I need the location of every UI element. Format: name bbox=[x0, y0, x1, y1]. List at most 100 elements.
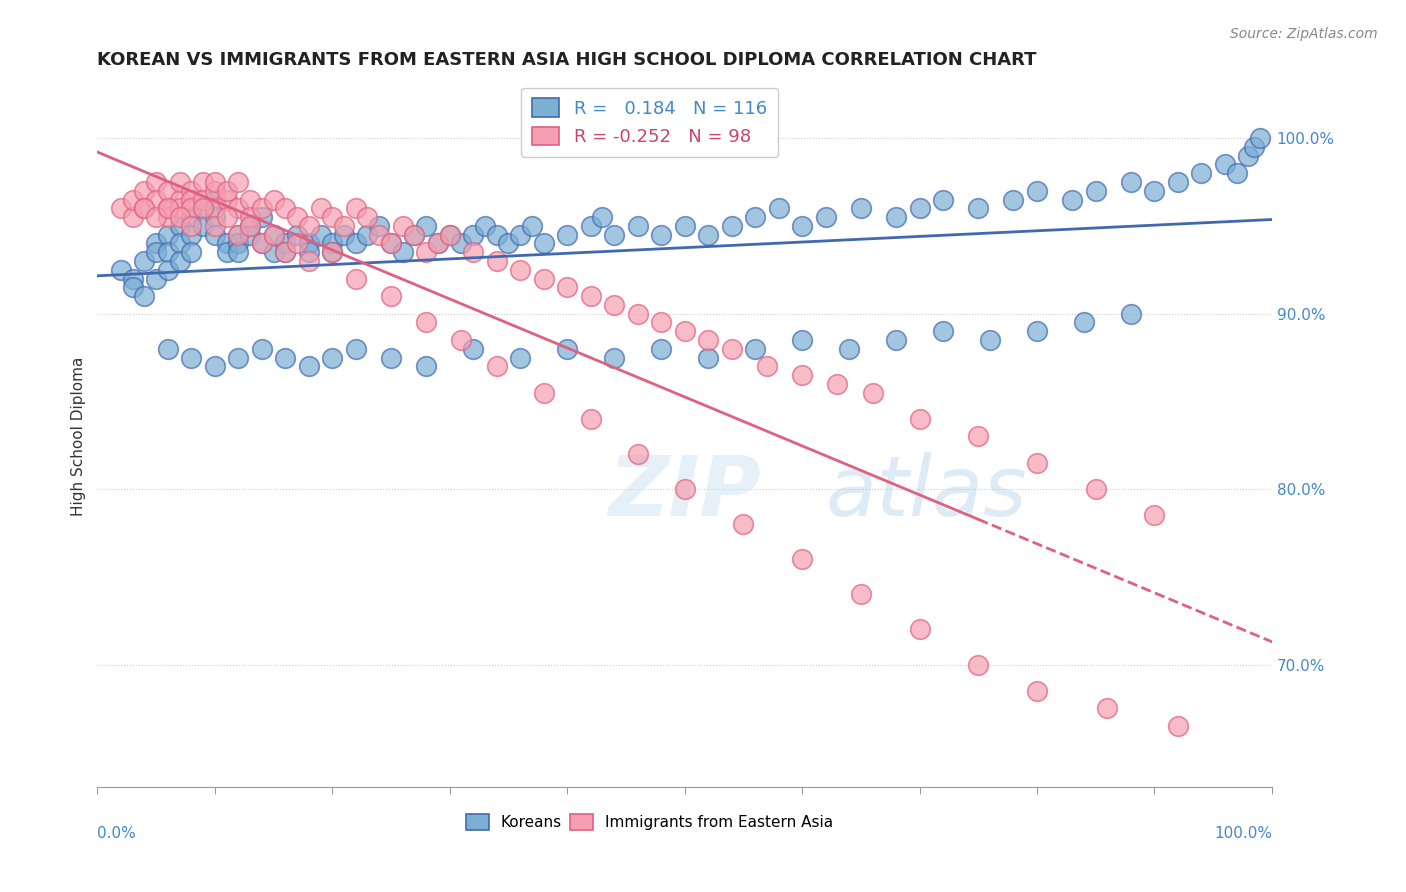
Point bbox=[156, 184, 179, 198]
Text: KOREAN VS IMMIGRANTS FROM EASTERN ASIA HIGH SCHOOL DIPLOMA CORRELATION CHART: KOREAN VS IMMIGRANTS FROM EASTERN ASIA H… bbox=[97, 51, 1036, 69]
Point bbox=[1002, 193, 1025, 207]
Point bbox=[215, 210, 238, 224]
Point bbox=[156, 202, 179, 216]
Point bbox=[790, 333, 813, 347]
Point bbox=[285, 210, 308, 224]
Point bbox=[156, 210, 179, 224]
Point bbox=[110, 202, 132, 216]
Point bbox=[169, 236, 191, 251]
Point bbox=[485, 227, 508, 242]
Point bbox=[790, 368, 813, 382]
Point bbox=[180, 245, 202, 260]
Point bbox=[862, 385, 884, 400]
Y-axis label: High School Diploma: High School Diploma bbox=[72, 357, 86, 516]
Point bbox=[145, 236, 167, 251]
Point bbox=[368, 219, 391, 233]
Text: Source: ZipAtlas.com: Source: ZipAtlas.com bbox=[1230, 27, 1378, 41]
Point bbox=[344, 236, 367, 251]
Point bbox=[380, 351, 402, 365]
Point bbox=[180, 202, 202, 216]
Point bbox=[603, 351, 626, 365]
Point bbox=[156, 227, 179, 242]
Point bbox=[1167, 175, 1189, 189]
Point bbox=[204, 175, 226, 189]
Point bbox=[908, 623, 931, 637]
Point bbox=[204, 359, 226, 374]
Point bbox=[156, 342, 179, 356]
Point bbox=[908, 202, 931, 216]
Point bbox=[838, 342, 860, 356]
Point bbox=[239, 219, 262, 233]
Point bbox=[450, 236, 472, 251]
Point bbox=[298, 219, 321, 233]
Point bbox=[1189, 166, 1212, 180]
Point bbox=[204, 202, 226, 216]
Point bbox=[134, 184, 156, 198]
Point bbox=[697, 333, 720, 347]
Point bbox=[239, 193, 262, 207]
Point bbox=[156, 202, 179, 216]
Point bbox=[650, 227, 672, 242]
Point bbox=[1073, 315, 1095, 329]
Point bbox=[333, 219, 356, 233]
Point bbox=[744, 342, 766, 356]
Point bbox=[967, 202, 990, 216]
Point bbox=[932, 193, 955, 207]
Point bbox=[849, 202, 872, 216]
Point bbox=[226, 227, 249, 242]
Point bbox=[204, 210, 226, 224]
Point bbox=[908, 412, 931, 426]
Point bbox=[226, 245, 249, 260]
Point bbox=[134, 202, 156, 216]
Point bbox=[169, 202, 191, 216]
Point bbox=[239, 219, 262, 233]
Point bbox=[145, 193, 167, 207]
Point bbox=[1084, 184, 1107, 198]
Point bbox=[439, 227, 461, 242]
Point bbox=[226, 175, 249, 189]
Point bbox=[474, 219, 496, 233]
Point bbox=[321, 351, 343, 365]
Point bbox=[827, 376, 849, 391]
Point bbox=[485, 359, 508, 374]
Point bbox=[204, 184, 226, 198]
Point bbox=[321, 245, 343, 260]
Point bbox=[1249, 131, 1271, 145]
Point bbox=[191, 175, 214, 189]
Point bbox=[215, 193, 238, 207]
Point bbox=[1119, 175, 1142, 189]
Point bbox=[226, 202, 249, 216]
Point bbox=[169, 219, 191, 233]
Point bbox=[415, 245, 437, 260]
Point bbox=[215, 184, 238, 198]
Point bbox=[744, 210, 766, 224]
Point bbox=[274, 236, 297, 251]
Point bbox=[134, 202, 156, 216]
Point bbox=[733, 517, 755, 532]
Point bbox=[673, 482, 696, 496]
Point bbox=[404, 227, 426, 242]
Point bbox=[180, 351, 202, 365]
Point bbox=[790, 219, 813, 233]
Point bbox=[263, 227, 285, 242]
Point bbox=[180, 184, 202, 198]
Point bbox=[673, 219, 696, 233]
Point bbox=[439, 227, 461, 242]
Point bbox=[204, 219, 226, 233]
Point bbox=[555, 227, 578, 242]
Point bbox=[134, 254, 156, 268]
Point bbox=[427, 236, 450, 251]
Point bbox=[191, 193, 214, 207]
Point bbox=[509, 227, 531, 242]
Point bbox=[650, 315, 672, 329]
Point bbox=[1097, 701, 1119, 715]
Point bbox=[1167, 719, 1189, 733]
Point bbox=[1237, 149, 1260, 163]
Point bbox=[380, 236, 402, 251]
Point bbox=[321, 245, 343, 260]
Point bbox=[191, 202, 214, 216]
Point bbox=[1226, 166, 1249, 180]
Point bbox=[121, 210, 143, 224]
Point bbox=[533, 236, 555, 251]
Point bbox=[169, 210, 191, 224]
